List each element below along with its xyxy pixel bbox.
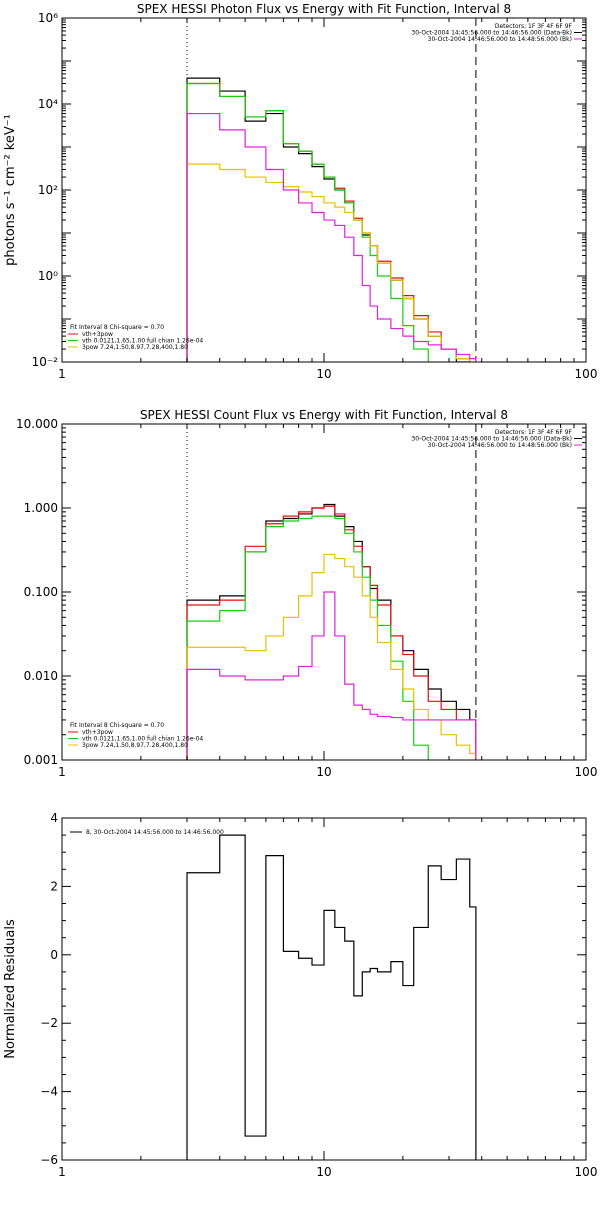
series-line-3pow xyxy=(186,163,477,362)
interval-header-line: 30-Oct-2004 14:46:56.000 to 14:48:56.000… xyxy=(428,442,572,449)
chart-title: SPEX HESSI Photon Flux vs Energy with Fi… xyxy=(137,2,511,16)
fit-info-label: Fit Interval 8 Chi-square = 0.70 xyxy=(70,722,164,729)
legend-label: vth+3pow xyxy=(82,331,113,338)
x-tick-label: 1 xyxy=(58,1165,66,1179)
y-tick-label: 10² xyxy=(38,183,58,197)
chart-panel-3: Normalized Residuals 1 10 100 4 2 0 −2 −4 −6 8, 30… xyxy=(3,811,597,1179)
x-tick-label: 100 xyxy=(575,765,598,779)
interval-header-line: 30-Oct-2004 14:45:56.000 to 14:46:56.000… xyxy=(411,436,572,443)
legend-label: vth+3pow xyxy=(82,729,113,736)
y-axis-label: Normalized Residuals xyxy=(3,919,18,1059)
legend-label: vth 0.0121,1.65,1.00 full chian 1.26e-04 xyxy=(82,338,203,345)
series-line-vth xyxy=(186,515,477,760)
y-tick-label: 0.010 xyxy=(24,669,58,683)
legend-label: 8, 30-Oct-2004 14:45:56.000 to 14:46:56.… xyxy=(86,829,224,836)
interval-header-line: Detectors: 1F 3F 4F 6F 9F xyxy=(495,429,573,436)
chart-panel-2: SPEX HESSI Count Flux vs Energy with Fit… xyxy=(16,408,597,779)
y-tick-label: 10⁴ xyxy=(38,97,58,111)
series-line-3pow xyxy=(186,553,477,760)
y-tick-label: −4 xyxy=(40,1085,58,1099)
series-line-vth-3pow xyxy=(186,505,477,760)
x-tick-label: 10 xyxy=(316,1165,331,1179)
x-tick-label: 1 xyxy=(58,367,66,381)
plot-frame xyxy=(61,817,587,1161)
x-tick-label: 100 xyxy=(575,1165,598,1179)
series-group xyxy=(186,503,477,760)
series-line-bk xyxy=(186,112,477,362)
interval-header-line: Detectors: 1F 3F 4F 6F 9F xyxy=(495,23,573,30)
series-group xyxy=(186,834,477,1160)
x-tick-label: 100 xyxy=(575,367,598,381)
series-line-0 xyxy=(186,834,477,1160)
series-group xyxy=(186,77,477,362)
chart-title: SPEX HESSI Count Flux vs Energy with Fit… xyxy=(140,408,508,422)
y-tick-label: 10⁶ xyxy=(38,11,58,25)
legend-label: 3pow 7.24,1.50,8.97,7.28,400,1.80 xyxy=(82,742,188,749)
legend-label: 3pow 7.24,1.50,8.97,7.28,400,1.80 xyxy=(82,344,188,351)
y-tick-label: 10⁻² xyxy=(32,355,59,369)
series-line-data-bk xyxy=(186,503,477,760)
series-line-data-bk xyxy=(186,77,477,362)
y-tick-label: 1.000 xyxy=(24,501,58,515)
series-line-vth-3pow xyxy=(186,82,477,362)
y-tick-label: 2 xyxy=(50,879,58,893)
chart-panel-1: SPEX HESSI Photon Flux vs Energy with Fi… xyxy=(3,2,597,381)
x-tick-label: 10 xyxy=(316,367,331,381)
series-line-vth xyxy=(186,82,477,362)
y-tick-label: 4 xyxy=(50,811,58,825)
interval-header-line: 30-Oct-2004 14:45:56.000 to 14:46:56.000… xyxy=(411,30,572,37)
y-axis-label: photons s⁻¹ cm⁻² keV⁻¹ xyxy=(3,114,18,266)
plot-frame xyxy=(61,17,587,363)
y-tick-label: 0.001 xyxy=(24,753,58,767)
y-tick-label: 0.100 xyxy=(24,585,58,599)
x-tick-label: 1 xyxy=(58,765,66,779)
y-tick-label: 10⁰ xyxy=(38,269,58,283)
x-tick-label: 10 xyxy=(316,765,331,779)
series-line-bk xyxy=(186,591,477,760)
y-tick-label: 0 xyxy=(50,948,58,962)
legend-label: vth 0.0121,1.65,1.00 full chian 1.26e-04 xyxy=(82,736,203,743)
interval-header-line: 30-Oct-2004 14:46:56.000 to 14:48:56.000… xyxy=(428,36,572,43)
y-tick-label: −2 xyxy=(40,1016,58,1030)
fit-info-label: Fit Interval 8 Chi-square = 0.70 xyxy=(70,324,164,331)
y-tick-label: −6 xyxy=(40,1153,58,1167)
y-tick-label: 10.000 xyxy=(16,417,58,431)
